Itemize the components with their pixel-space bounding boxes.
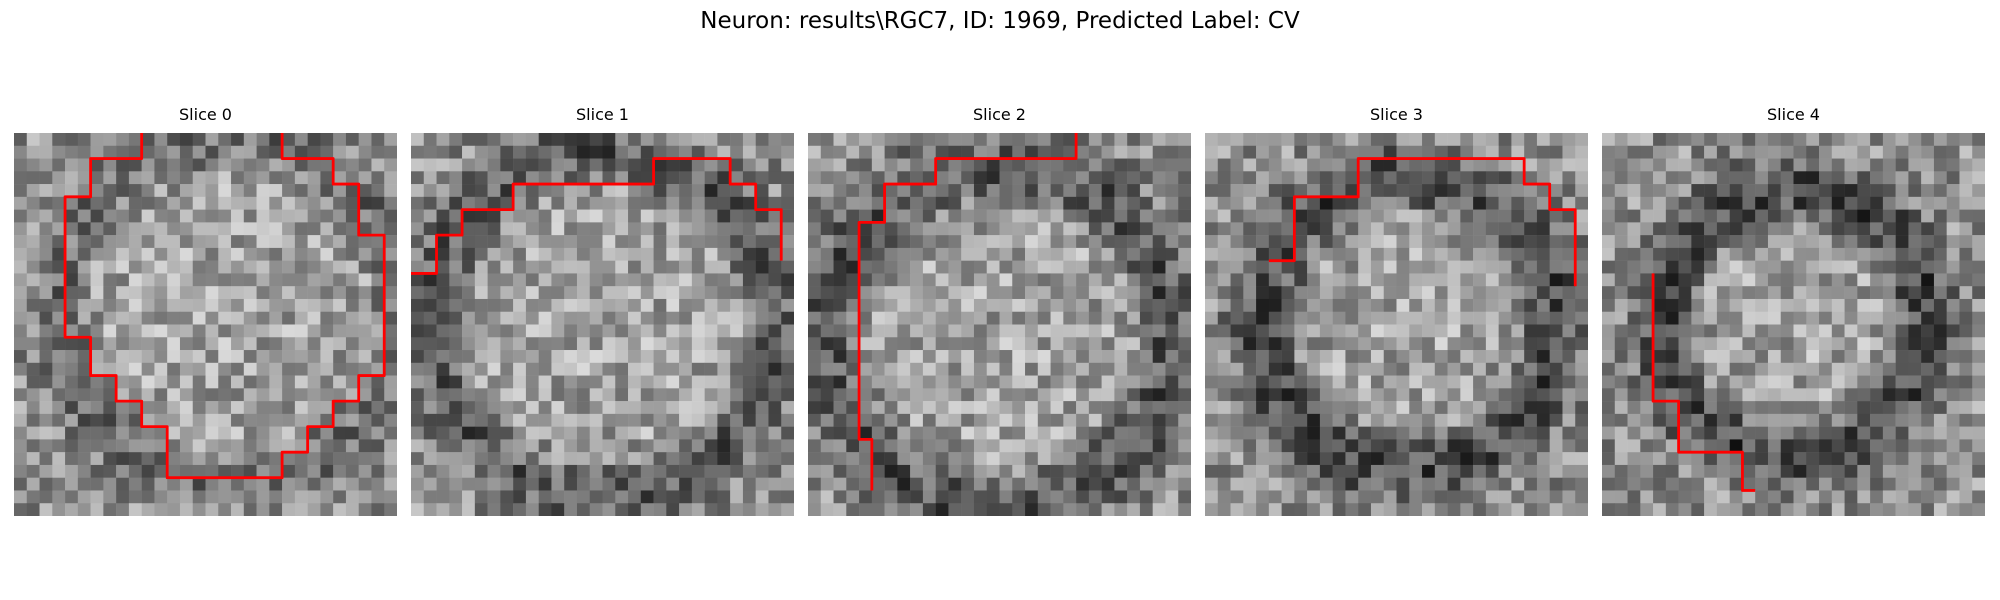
- pixel-grid: [1205, 133, 1588, 516]
- slice-title-0: Slice 0: [179, 105, 232, 124]
- slice-image-4: [1602, 133, 1985, 516]
- slice-image-3: [1205, 133, 1588, 516]
- pixel-grid: [1602, 133, 1985, 516]
- slice-image-2: [808, 133, 1191, 516]
- figure-title: Neuron: results\RGC7, ID: 1969, Predicte…: [700, 8, 1300, 34]
- contour-line: [1268, 157, 1577, 287]
- slice-title-1: Slice 1: [576, 105, 629, 124]
- contour-line: [411, 157, 783, 275]
- contour-line: [1651, 273, 1756, 492]
- slice-title-3: Slice 3: [1370, 105, 1423, 124]
- pixel-grid: [808, 133, 1191, 516]
- pixel-grid: [411, 133, 794, 516]
- pixel-grid: [14, 133, 397, 516]
- slice-title-4: Slice 4: [1767, 105, 1820, 124]
- slice-title-2: Slice 2: [973, 105, 1026, 124]
- contour-line: [857, 133, 1078, 491]
- contour-line: [63, 133, 386, 480]
- slice-image-1: [411, 133, 794, 516]
- slice-image-0: [14, 133, 397, 516]
